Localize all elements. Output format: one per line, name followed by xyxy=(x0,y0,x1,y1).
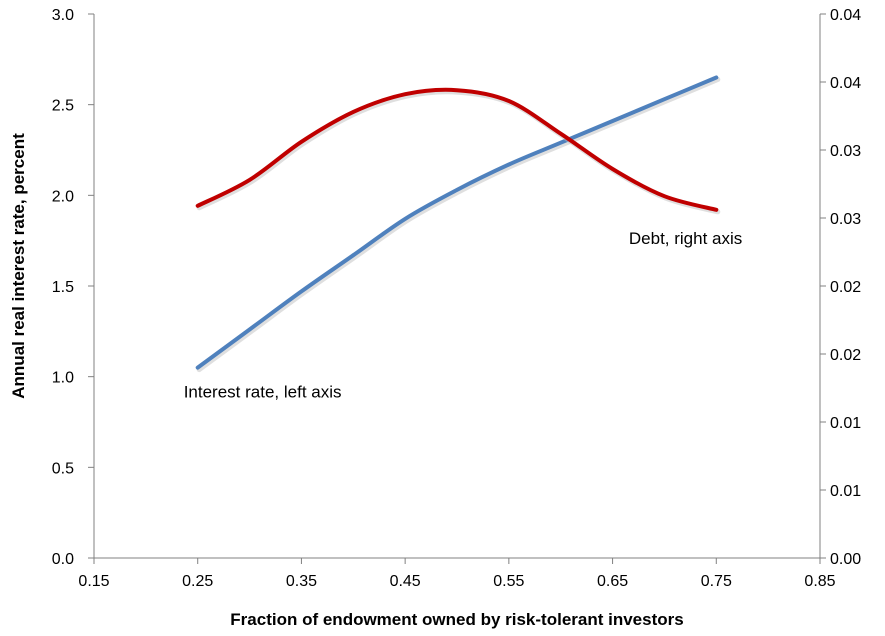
y-tick-label: 0.0 xyxy=(52,551,74,568)
y2-tick-label: 0.01 xyxy=(830,483,861,500)
y-axis-title: Annual real interest rate, percent xyxy=(9,133,28,399)
y2-tick-label: 0.02 xyxy=(830,347,861,364)
y2-tick-label: 0.00 xyxy=(830,551,861,568)
y2-tick-label: 0.04 xyxy=(830,75,861,92)
debt-line xyxy=(195,87,719,212)
x-tick-label: 0.15 xyxy=(78,573,109,590)
x-tick-label: 0.55 xyxy=(493,573,524,590)
interest-rate-line xyxy=(195,75,719,370)
x-tick-label: 0.75 xyxy=(701,573,732,590)
y-tick-label: 3.0 xyxy=(52,7,74,24)
x-tick-label: 0.25 xyxy=(182,573,213,590)
interest-rate-line-shadow xyxy=(196,77,721,373)
annotation-debt: Debt, right axis xyxy=(629,229,742,248)
x-tick-label: 0.35 xyxy=(286,573,317,590)
y-tick-label: 0.5 xyxy=(52,460,74,477)
x-tick-label: 0.45 xyxy=(390,573,421,590)
x-tick-label: 0.85 xyxy=(804,573,835,590)
y-tick-label: 1.5 xyxy=(52,279,74,296)
series-layer xyxy=(195,75,721,373)
y2-tick-label: 0.02 xyxy=(830,279,861,296)
x-tick-label: 0.65 xyxy=(597,573,628,590)
annotation-interest-rate: Interest rate, left axis xyxy=(184,383,342,402)
y2-tick-label: 0.04 xyxy=(830,7,861,24)
y-tick-label: 1.0 xyxy=(52,370,74,387)
y2-tick-label: 0.03 xyxy=(830,143,861,160)
y-tick-label: 2.0 xyxy=(52,188,74,205)
y-tick-label: 2.5 xyxy=(52,98,74,115)
ticks-layer: 0.15 0.25 0.35 0.45 0.55 0.65 0.75 0.85 0.0 0.5 1.… xyxy=(52,7,861,590)
y2-tick-label: 0.03 xyxy=(830,211,861,228)
x-axis-title: Fraction of endowment owned by risk-tole… xyxy=(230,610,683,629)
y2-tick-label: 0.01 xyxy=(830,415,861,432)
